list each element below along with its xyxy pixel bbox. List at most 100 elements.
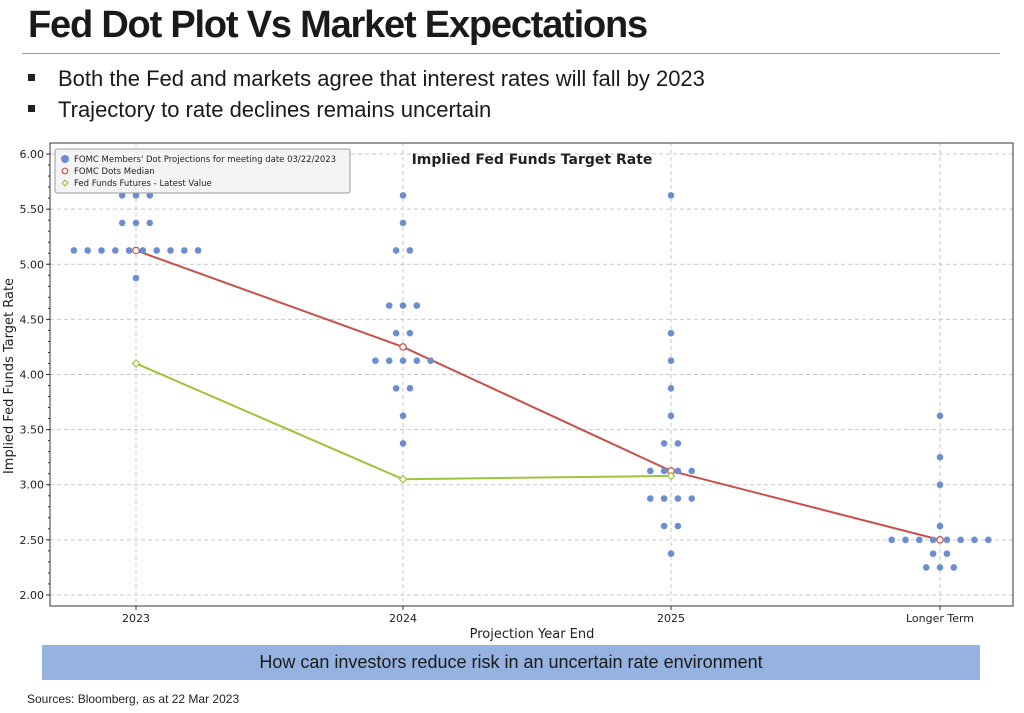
fomc-dot (943, 536, 951, 544)
fomc-dot (936, 564, 944, 571)
legend-label: Fed Funds Futures - Latest Value (74, 179, 212, 189)
fomc-dot (70, 247, 78, 254)
fomc-dot (660, 522, 668, 530)
fomc-dot (385, 302, 393, 309)
fomc-dot (146, 192, 154, 199)
fomc-dot (902, 536, 909, 544)
x-tick-label: 2023 (122, 612, 150, 625)
fomc-dot (132, 192, 140, 199)
fomc-dot (888, 536, 895, 544)
series-markers (131, 246, 944, 544)
fomc-dot (118, 192, 126, 199)
fomc-dot (936, 522, 944, 530)
fomc-dot (118, 219, 126, 227)
fomc-dot (194, 247, 202, 254)
fomc-dot (372, 357, 379, 365)
legend-box (54, 148, 351, 194)
fomc-dot (674, 495, 682, 502)
bullet-text: Both the Fed and markets agree that inte… (58, 66, 705, 91)
fomc-dot (943, 550, 951, 557)
fomc-dot (132, 219, 140, 227)
chart-gridlines (50, 143, 1013, 606)
fomc-dot (667, 329, 675, 337)
dot-projections (70, 192, 992, 571)
fomc-dot (667, 357, 675, 365)
chart-title: Implied Fed Funds Target Rate (412, 152, 653, 168)
fomc-dot (392, 247, 400, 254)
fomc-dot (84, 247, 91, 254)
bullet-item: Trajectory to rate declines remains unce… (22, 94, 705, 125)
fomc-dot (660, 495, 668, 502)
fomc-dot (936, 481, 944, 489)
fomc-dot (936, 412, 944, 420)
fomc-dot (399, 302, 407, 309)
plot-area (49, 142, 1014, 607)
bullet-list: Both the Fed and markets agree that inte… (22, 63, 705, 125)
fomc-dot (399, 412, 407, 420)
fomc-dot (950, 564, 958, 571)
bullet-item: Both the Fed and markets agree that inte… (22, 63, 705, 94)
y-axis-label: Implied Fed Funds Target Rate (2, 278, 17, 474)
chart-legend: FOMC Members' Dot Projections for meetin… (54, 148, 351, 194)
fomc-dot (406, 247, 414, 254)
fomc-dot (674, 440, 682, 447)
fomc-dot (922, 564, 930, 571)
fomc-dot (647, 467, 654, 475)
fomc-dot (660, 467, 668, 475)
x-tick-label: Longer Term (906, 612, 974, 625)
fomc-dot (112, 247, 119, 254)
fomc-dot (399, 440, 407, 447)
y-axis-ticks: 2.00 2.50 3.00 3.50 4.00 4.50 5.00 5.50 6.00 (20, 148, 50, 602)
median-marker (399, 343, 407, 351)
fomc-dot (936, 453, 944, 461)
legend-label: FOMC Dots Median (74, 167, 155, 177)
fomc-dot (985, 536, 992, 544)
x-axis-label: Projection Year End (470, 627, 595, 642)
x-tick-label: 2025 (657, 612, 685, 625)
futures-marker (398, 474, 408, 484)
fomc-dot (139, 247, 147, 254)
futures-marker (131, 359, 141, 368)
fomc-dot (399, 219, 407, 227)
fomc-dot (413, 357, 421, 365)
x-tick-label: 2024 (389, 612, 417, 625)
sources-note: Sources: Bloomberg, as at 22 Mar 2023 (27, 692, 240, 706)
slide-title: Fed Dot Plot Vs Market Expectations (28, 4, 648, 46)
bullet-text: Trajectory to rate declines remains unce… (58, 97, 492, 122)
y-tick-label: 3.50 (20, 424, 45, 437)
fomc-dot (916, 536, 923, 544)
fomc-dot (667, 192, 675, 199)
fomc-dot (647, 495, 654, 502)
legend-diamond-icon (61, 179, 69, 187)
y-tick-label: 3.00 (20, 479, 45, 492)
fomc-dot (971, 536, 978, 544)
fomc-dot (667, 384, 675, 392)
fomc-dot (667, 550, 675, 557)
fomc-dot (406, 329, 414, 337)
square-bullet-icon (28, 105, 35, 112)
median-marker (132, 246, 140, 255)
fomc-dot (957, 536, 964, 544)
x-axis-ticks: 2023 2024 2025 Longer Term (122, 606, 974, 625)
fomc-dot (929, 536, 937, 544)
series-lines (135, 249, 941, 541)
dot-plot-chart: 2.00 2.50 3.00 3.50 4.00 4.50 5.00 5.50 6.00 202… (2, 142, 1014, 642)
fomc-dot (153, 247, 160, 254)
fomc-dot (399, 192, 407, 199)
legend-ring-icon (61, 167, 69, 175)
y-tick-label: 6.00 (20, 148, 45, 161)
y-tick-label: 4.50 (20, 313, 45, 326)
fomc-dot (146, 219, 154, 227)
fomc-dot (406, 384, 414, 392)
fomc-dot (929, 550, 937, 557)
fomc-dot (125, 247, 133, 254)
fomc-dot (399, 357, 407, 365)
fomc-dot (167, 247, 174, 254)
title-divider (22, 53, 1000, 54)
fomc-dot (674, 522, 682, 530)
fomc-dot (674, 467, 682, 475)
fomc-dot (392, 329, 400, 337)
fomc-dot (385, 357, 393, 365)
median-line (135, 249, 941, 541)
fomc-dot (98, 247, 105, 254)
